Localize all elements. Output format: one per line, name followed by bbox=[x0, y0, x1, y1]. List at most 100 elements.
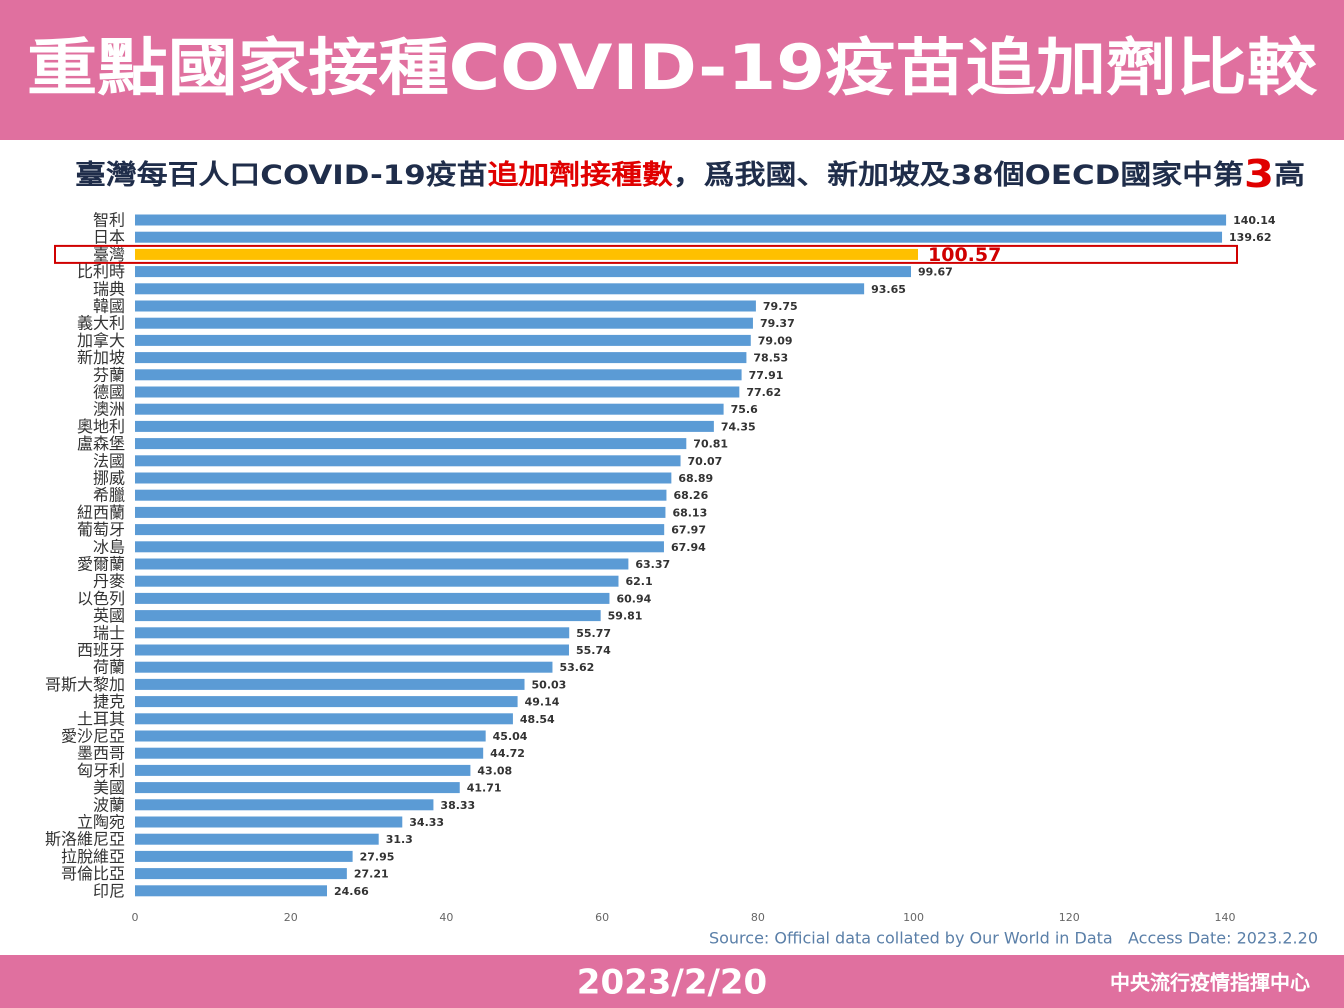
subtitle-part: ，爲我國、新加坡及38個OECD國家中第 bbox=[673, 159, 1244, 191]
chart-title: 重點國家接種COVID-19疫苗追加劑比較 bbox=[27, 31, 1318, 104]
bar bbox=[135, 610, 601, 622]
y-tick-label: 土耳其 bbox=[77, 709, 125, 728]
y-tick-label: 奧地利 bbox=[77, 417, 125, 436]
bar bbox=[135, 455, 681, 467]
y-tick-label: 匈牙利 bbox=[77, 761, 125, 780]
value-label: 70.81 bbox=[693, 438, 728, 451]
value-label: 75.6 bbox=[731, 403, 758, 416]
value-label: 68.13 bbox=[672, 506, 707, 519]
x-tick-label: 120 bbox=[1059, 911, 1080, 924]
value-label: 49.14 bbox=[525, 696, 560, 709]
bar bbox=[135, 403, 724, 415]
value-label: 79.09 bbox=[758, 334, 793, 347]
x-tick-label: 140 bbox=[1215, 911, 1236, 924]
bar bbox=[135, 627, 570, 639]
value-label: 31.3 bbox=[386, 833, 413, 846]
y-tick-label: 哥倫比亞 bbox=[61, 864, 125, 883]
value-label: 60.94 bbox=[616, 592, 651, 605]
bar bbox=[135, 506, 666, 518]
bar bbox=[135, 816, 403, 828]
bar bbox=[135, 592, 610, 604]
y-tick-label: 加拿大 bbox=[77, 331, 125, 350]
value-label: 79.37 bbox=[760, 317, 795, 330]
x-tick-label: 80 bbox=[751, 911, 765, 924]
y-tick-label: 愛沙尼亞 bbox=[61, 727, 125, 746]
y-tick-label: 瑞士 bbox=[93, 623, 125, 642]
bar bbox=[135, 850, 353, 862]
y-tick-label: 新加坡 bbox=[77, 348, 125, 367]
bar bbox=[135, 248, 919, 260]
value-label: 34.33 bbox=[409, 816, 444, 829]
bar bbox=[135, 644, 569, 656]
x-tick-label: 0 bbox=[132, 911, 139, 924]
y-tick-label: 印尼 bbox=[93, 881, 125, 900]
value-label: 67.97 bbox=[671, 524, 706, 537]
bar bbox=[135, 799, 434, 811]
y-tick-label: 拉脫維亞 bbox=[61, 847, 125, 866]
bar bbox=[135, 713, 513, 725]
value-label: 55.74 bbox=[576, 644, 611, 657]
value-label: 68.89 bbox=[678, 472, 713, 485]
y-tick-label: 義大利 bbox=[77, 314, 125, 333]
y-tick-label: 智利 bbox=[93, 211, 125, 230]
value-label: 45.04 bbox=[493, 730, 528, 743]
y-tick-label: 挪威 bbox=[93, 469, 125, 488]
y-tick-label: 西班牙 bbox=[77, 641, 125, 660]
y-tick-label: 丹麥 bbox=[93, 572, 125, 591]
value-label: 50.03 bbox=[532, 678, 567, 691]
y-tick-label: 哥斯大黎加 bbox=[45, 675, 125, 694]
y-tick-label: 斯洛維尼亞 bbox=[45, 830, 125, 849]
bar bbox=[135, 575, 619, 587]
subtitle-emphasis: 追加劑接種數 bbox=[488, 159, 673, 191]
y-tick-label: 立陶宛 bbox=[77, 813, 125, 832]
y-tick-label: 盧森堡 bbox=[77, 434, 125, 453]
value-label: 100.57 bbox=[928, 244, 1001, 266]
bar bbox=[135, 678, 525, 690]
value-label: 53.62 bbox=[559, 661, 594, 674]
value-label: 77.91 bbox=[749, 369, 784, 382]
y-tick-label: 冰島 bbox=[93, 537, 125, 556]
bar bbox=[135, 317, 753, 329]
y-tick-label: 日本 bbox=[93, 228, 125, 247]
value-label: 62.1 bbox=[625, 575, 652, 588]
value-label: 27.95 bbox=[360, 850, 395, 863]
value-label: 41.71 bbox=[467, 782, 502, 795]
y-tick-label: 以色列 bbox=[77, 589, 125, 608]
source-note: Source: Official data collated by Our Wo… bbox=[709, 929, 1318, 948]
bar bbox=[135, 541, 664, 553]
y-tick-label: 韓國 bbox=[93, 297, 125, 316]
y-tick-label: 芬蘭 bbox=[93, 365, 125, 384]
bar bbox=[135, 300, 756, 312]
bar bbox=[135, 833, 379, 845]
value-label: 93.65 bbox=[871, 283, 906, 296]
bar bbox=[135, 231, 1223, 243]
x-tick-label: 60 bbox=[595, 911, 609, 924]
bar bbox=[135, 386, 740, 398]
value-label: 24.66 bbox=[334, 885, 369, 898]
y-tick-label: 澳洲 bbox=[93, 400, 125, 419]
value-label: 70.07 bbox=[688, 455, 723, 468]
value-label: 67.94 bbox=[671, 541, 706, 554]
bar bbox=[135, 885, 327, 897]
value-label: 59.81 bbox=[608, 610, 643, 623]
bar bbox=[135, 558, 629, 570]
value-label: 48.54 bbox=[520, 713, 555, 726]
bar bbox=[135, 868, 347, 880]
bar bbox=[135, 283, 865, 295]
bar bbox=[135, 730, 486, 742]
x-tick-label: 20 bbox=[284, 911, 298, 924]
value-label: 140.14 bbox=[1233, 214, 1276, 227]
y-tick-label: 葡萄牙 bbox=[77, 520, 125, 539]
value-label: 43.08 bbox=[477, 764, 512, 777]
x-tick-label: 40 bbox=[439, 911, 453, 924]
value-label: 74.35 bbox=[721, 420, 756, 433]
organization: 中央流行疫情指揮中心 bbox=[1110, 971, 1310, 995]
bar bbox=[135, 472, 672, 484]
y-tick-label: 捷克 bbox=[93, 692, 125, 711]
y-tick-label: 英國 bbox=[93, 606, 125, 625]
bar bbox=[135, 524, 665, 536]
value-label: 38.33 bbox=[440, 799, 475, 812]
date: 2023/2/20 bbox=[577, 963, 767, 1003]
